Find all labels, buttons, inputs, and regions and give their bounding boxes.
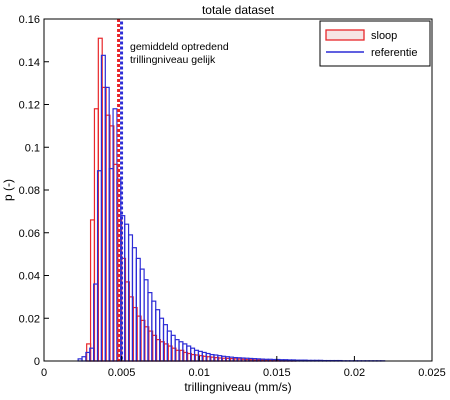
x-tick-label: 0.015: [263, 367, 291, 379]
x-tick-label: 0.005: [108, 367, 136, 379]
y-tick-label: 0.04: [19, 271, 40, 283]
ticks-layer: 0 0.005 0.01 0.015 0.02 0.025 0 0.02 0.04 0.06 0.0…: [19, 14, 446, 379]
legend-swatch-sloop: [325, 29, 365, 41]
y-tick-label: 0.02: [19, 313, 40, 325]
y-axis-label: p (-): [1, 179, 15, 201]
chart-title: totale dataset: [202, 3, 275, 17]
y-tick-label: 0.12: [19, 100, 40, 112]
x-tick-label: 0.01: [188, 367, 209, 379]
x-tick-label: 0: [41, 367, 47, 379]
x-axis-label: trillingniveau (mm/s): [184, 380, 291, 394]
y-tick-label: 0.14: [19, 57, 40, 69]
x-tick-label: 0.02: [344, 367, 365, 379]
y-tick-label: 0.16: [19, 14, 40, 26]
annotation-line-1: gemiddeld optredend: [130, 41, 229, 53]
x-tick-label: 0.025: [418, 367, 446, 379]
legend-label-referentie: referentie: [371, 47, 417, 59]
y-tick-label: 0.08: [19, 185, 40, 197]
legend-label-sloop: sloop: [371, 30, 397, 42]
legend-box: [319, 20, 431, 67]
y-tick-label: 0.1: [25, 142, 40, 154]
legend: sloop referentie: [319, 20, 431, 67]
annotation-line-2: trillingniveau gelijk: [130, 54, 216, 66]
mean-line-layer: [117, 19, 124, 361]
y-tick-label: 0: [34, 356, 40, 368]
y-tick-label: 0.06: [19, 228, 40, 240]
